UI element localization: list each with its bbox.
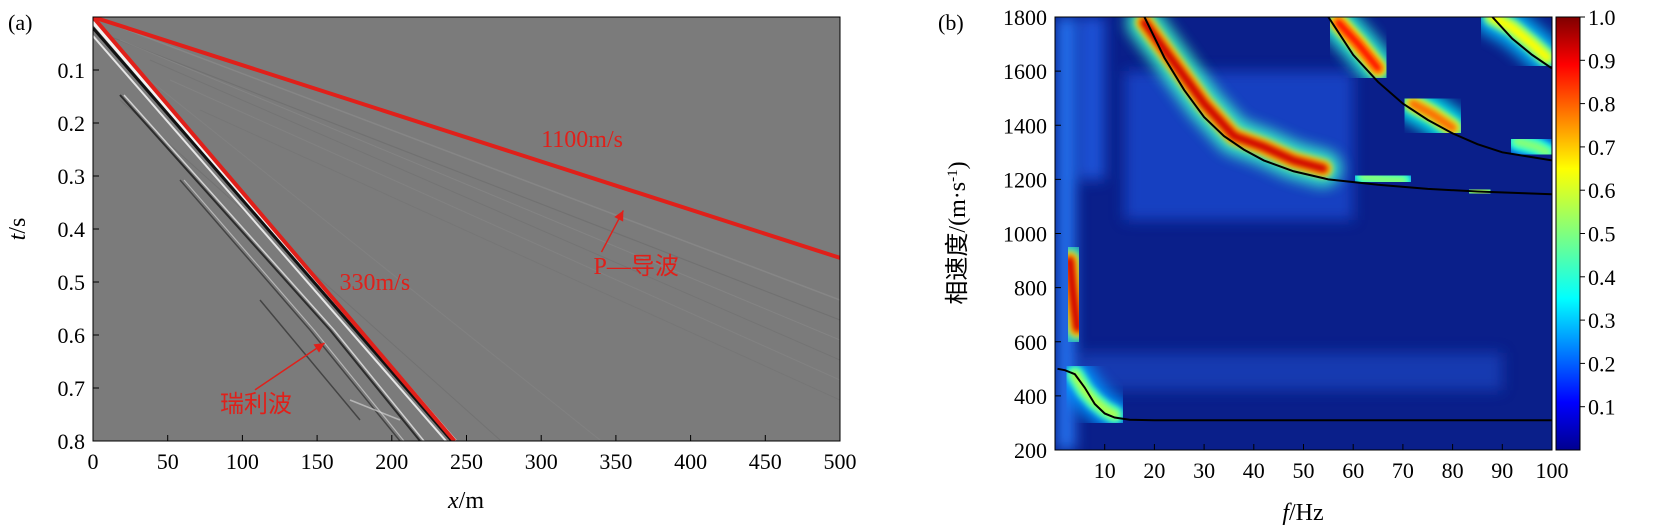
x-tick-label: 400 bbox=[674, 449, 707, 474]
annotation-arrowhead bbox=[614, 210, 624, 222]
x-tick-label: 50 bbox=[1293, 458, 1315, 483]
annotation-label: P—导波 bbox=[593, 253, 678, 280]
x-tick-label: 0 bbox=[88, 449, 99, 474]
x-tick-label: 150 bbox=[301, 449, 334, 474]
panel-a-label: (a) bbox=[8, 10, 32, 35]
x-tick-label: 20 bbox=[1143, 458, 1165, 483]
y-tick-label: 0.2 bbox=[58, 111, 86, 136]
x-tick-label: 50 bbox=[157, 449, 179, 474]
x-tick-label: 80 bbox=[1442, 458, 1464, 483]
velocity-line-0 bbox=[93, 17, 840, 260]
y-tick-label: 1000 bbox=[1003, 222, 1047, 247]
annotation-arrow bbox=[254, 342, 325, 391]
energy-ridge-8 bbox=[1056, 356, 1133, 433]
x-tick-label: 500 bbox=[824, 449, 857, 474]
panel-b-x-axis-label: f/Hz bbox=[1282, 500, 1323, 526]
annotation-arrowhead bbox=[313, 342, 325, 353]
colorbar-tick-label: 0.3 bbox=[1588, 308, 1616, 333]
panel-a-x-ticks: 0 50 100 150 200 250 300 350 400 450 500 bbox=[88, 435, 857, 474]
panel-a-plot-background bbox=[93, 17, 840, 441]
y-tick-label: 0.4 bbox=[58, 217, 86, 242]
panel-a-y-axis-label: t/s bbox=[5, 218, 31, 241]
y-tick-label: 1200 bbox=[1003, 167, 1047, 192]
energy-ridge-4 bbox=[1345, 158, 1421, 199]
annotation-label: 330m/s bbox=[340, 270, 411, 296]
theoretical-dispersion-curves bbox=[1057, 17, 1552, 422]
theoretical-curve-2 bbox=[1491, 17, 1552, 70]
panel-a-x-axis-label: x/m bbox=[447, 488, 484, 514]
x-tick-label: 300 bbox=[525, 449, 558, 474]
panel-b-x-ticks: 10 20 30 40 50 60 70 80 90 100 bbox=[1094, 444, 1569, 483]
panel-b-y-ticks: 200 400 600 800 1000 1200 1400 1600 1800 bbox=[1003, 5, 1061, 463]
colorbar-tick-label: 0.6 bbox=[1588, 178, 1616, 203]
background-energy bbox=[1057, 17, 1503, 450]
x-tick-label: 30 bbox=[1193, 458, 1215, 483]
x-tick-label: 250 bbox=[450, 449, 483, 474]
x-tick-label: 40 bbox=[1243, 458, 1265, 483]
x-tick-label: 10 bbox=[1094, 458, 1116, 483]
colorbar-tick-label: 0.8 bbox=[1588, 92, 1616, 117]
theoretical-curve-3 bbox=[1057, 367, 1552, 422]
panel-a: (a) 0 50 100 150 200 250 300 350 400 450 bbox=[5, 10, 857, 514]
colorbar-ticks: 0.1 0.2 0.3 0.4 0.5 0.6 0.7 0.8 0.9 1.0 bbox=[1580, 5, 1616, 420]
x-tick-label: 60 bbox=[1342, 458, 1364, 483]
x-tick-label: 350 bbox=[599, 449, 632, 474]
y-tick-label: 0.5 bbox=[58, 270, 86, 295]
x-tick-label: 200 bbox=[375, 449, 408, 474]
colorbar-tick-label: 0.1 bbox=[1588, 395, 1616, 420]
energy-ridge-7 bbox=[1055, 242, 1096, 347]
colorbar-tick-label: 0.5 bbox=[1588, 222, 1616, 247]
panel-b-label: (b) bbox=[938, 10, 964, 35]
y-tick-label: 1400 bbox=[1003, 113, 1047, 138]
y-tick-label: 1600 bbox=[1003, 59, 1047, 84]
panel-b: (b) 10 20 30 40 50 60 70 80 90 100 200 400 600 800 10… bbox=[938, 5, 1616, 526]
theoretical-curve-0 bbox=[1143, 17, 1552, 196]
low-frequency-band bbox=[1079, 17, 1105, 180]
energy-ridge-6 bbox=[1499, 123, 1552, 171]
x-tick-label: 70 bbox=[1392, 458, 1414, 483]
x-tick-label: 450 bbox=[749, 449, 782, 474]
colorbar-tick-label: 0.9 bbox=[1588, 48, 1616, 73]
x-tick-label: 100 bbox=[226, 449, 259, 474]
theoretical-curve-1 bbox=[1327, 17, 1552, 162]
annotation-label: 瑞利波 bbox=[220, 391, 292, 418]
colorbar-tick-label: 0.7 bbox=[1588, 135, 1616, 160]
velocity-line-1 bbox=[93, 17, 457, 441]
colorbar-tick-label: 0.4 bbox=[1588, 265, 1616, 290]
y-tick-label: 0.1 bbox=[58, 58, 86, 83]
y-tick-label: 1800 bbox=[1003, 5, 1047, 30]
annotation-label: 1100m/s bbox=[541, 127, 623, 153]
energy-ridge-2 bbox=[1394, 85, 1471, 146]
x-tick-label: 100 bbox=[1536, 458, 1569, 483]
y-tick-label: 0.7 bbox=[58, 376, 86, 401]
low-velocity-wash bbox=[1079, 352, 1503, 391]
y-tick-label: 600 bbox=[1014, 330, 1047, 355]
y-tick-label: 0.8 bbox=[58, 429, 86, 454]
energy-ridge-0 bbox=[1126, 17, 1342, 187]
panel-a-y-ticks: 0.1 0.2 0.3 0.4 0.5 0.6 0.7 0.8 bbox=[58, 58, 99, 454]
velocity-lines bbox=[93, 17, 840, 441]
y-tick-label: 0.3 bbox=[58, 164, 86, 189]
y-tick-label: 400 bbox=[1014, 384, 1047, 409]
energy-ridge-3 bbox=[1474, 17, 1552, 76]
colorbar-tick-label: 0.2 bbox=[1588, 351, 1616, 376]
y-tick-label: 0.6 bbox=[58, 323, 86, 348]
y-tick-label: 800 bbox=[1014, 276, 1047, 301]
energy-ridge-1 bbox=[1320, 17, 1397, 87]
x-tick-label: 90 bbox=[1491, 458, 1513, 483]
panel-b-y-axis-label: 相速度/(m·s-1) bbox=[944, 161, 971, 304]
colorbar-tick-label: 1.0 bbox=[1588, 5, 1616, 30]
colorbar bbox=[1555, 16, 1581, 451]
y-tick-label: 200 bbox=[1014, 438, 1047, 463]
